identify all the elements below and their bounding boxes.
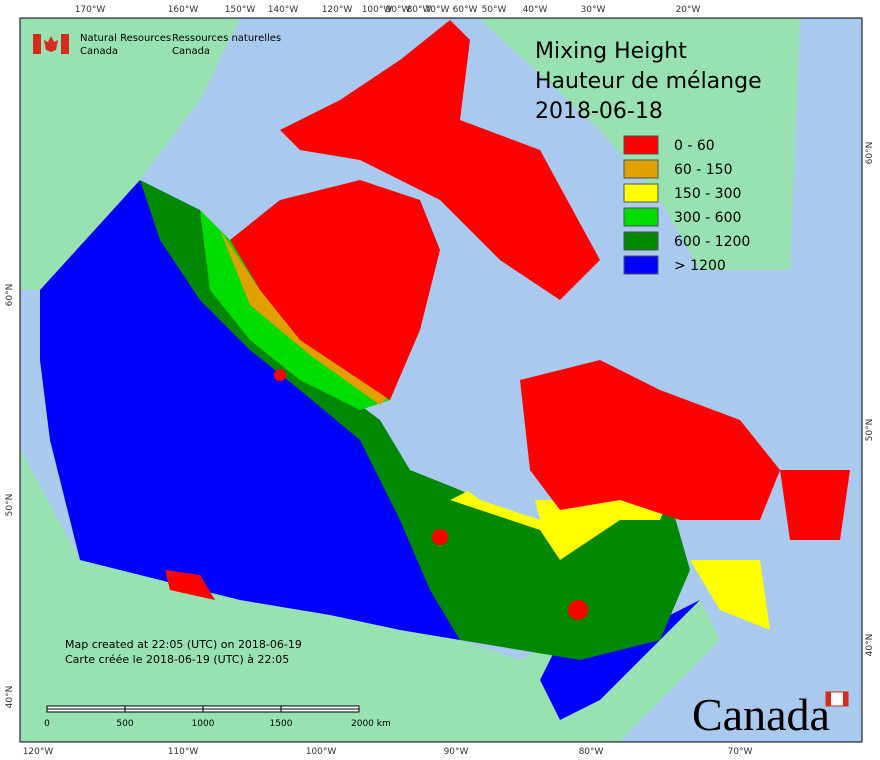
- zone: [274, 369, 286, 381]
- legend-label: 60 - 150: [674, 162, 733, 178]
- scale-segment: [202, 708, 282, 713]
- agency-en: Natural Resources: [80, 33, 171, 44]
- united-states: [21, 450, 720, 741]
- graticule-labels: 170°W 160°W 150°W 140°W 120°W 100°W90°W80°W70…: [5, 5, 875, 757]
- zone: [165, 570, 215, 600]
- zone: [432, 529, 448, 545]
- zone: [230, 180, 440, 400]
- zone: [280, 20, 600, 300]
- footer: Map created at 22:05 (UTC) on 2018-06-19: [65, 638, 302, 651]
- scale-segment: [280, 708, 360, 713]
- longitude-label: 140°W: [268, 5, 299, 15]
- legend-label: > 1200: [674, 258, 726, 274]
- scale-segment: [46, 708, 126, 713]
- legend: 0 - 60 60 - 150 150 - 300 300 - 600 600 - 12…: [623, 135, 750, 275]
- longitude-label: 90°W: [444, 747, 469, 757]
- mixing-zones: [40, 20, 850, 720]
- legend-swatch: [623, 159, 659, 179]
- longitude-label: 90°W: [386, 5, 411, 15]
- zone: [690, 560, 770, 630]
- flag-bar: [826, 692, 831, 706]
- longitude-label: 100°W: [306, 747, 337, 757]
- longitude-label: 70°W: [728, 747, 753, 757]
- wordmark: Canada: [692, 689, 849, 740]
- longitude-label: 80°W: [407, 5, 432, 15]
- scale-label: 2000 km: [351, 719, 391, 729]
- scale-label: 1000: [192, 719, 215, 729]
- legend-swatch: [623, 135, 659, 155]
- scale-label: 0: [44, 719, 50, 729]
- header: Natural Resources Canada Ressources natu…: [33, 33, 281, 57]
- longitude-label: 20°W: [676, 5, 701, 15]
- legend-label: 0 - 60: [674, 138, 715, 154]
- legend-swatch: [623, 231, 659, 251]
- latitude-label: 40°N: [5, 686, 15, 709]
- legend-swatch: [623, 183, 659, 203]
- scale-label: 500: [116, 719, 133, 729]
- legend-label: 600 - 1200: [674, 234, 750, 250]
- scale-label: 1500: [270, 719, 293, 729]
- hudson-bay: [400, 380, 540, 520]
- latitude-label: 60°N: [5, 284, 15, 307]
- footer: Carte créée le 2018-06-19 (UTC) à 22:05: [65, 653, 289, 666]
- longitude-label: 80°W: [579, 747, 604, 757]
- latitude-label: 40°N: [865, 634, 875, 657]
- legend-swatch: [623, 207, 659, 227]
- longitude-label: 160°W: [168, 5, 199, 15]
- longitude-label: 40°W: [523, 5, 548, 15]
- longitude-label: 150°W: [225, 5, 256, 15]
- wordmark-text: Canada: [692, 689, 830, 740]
- agency-fr: Ressources naturelles: [172, 33, 281, 44]
- agency-fr: Canada: [172, 46, 210, 57]
- flag-bar: [843, 692, 848, 706]
- latitude-label: 60°N: [865, 142, 875, 165]
- scale-segment: [124, 708, 204, 713]
- scale-bar: 0 500 1000 1500 2000 km: [44, 705, 391, 729]
- zone: [780, 470, 850, 540]
- longitude-label: 170°W: [75, 5, 106, 15]
- maple-leaf: [44, 36, 58, 52]
- zone: [520, 360, 780, 520]
- longitude-label: 110°W: [168, 747, 199, 757]
- flag-bar: [61, 34, 69, 54]
- flag-bar: [33, 34, 41, 54]
- agency-en: Canada: [80, 46, 118, 57]
- legend-label: 150 - 300: [674, 186, 741, 202]
- alaska: [21, 19, 240, 290]
- legend-label: 300 - 600: [674, 210, 741, 226]
- zone: [40, 180, 460, 640]
- longitude-label: 30°W: [581, 5, 606, 15]
- title: 2018-06-18: [535, 99, 663, 124]
- longitude-label: 120°W: [322, 5, 353, 15]
- longitude-label: 60°W: [453, 5, 478, 15]
- latitude-label: 50°N: [5, 494, 15, 517]
- longitude-label: 50°W: [482, 5, 507, 15]
- zone: [568, 600, 588, 620]
- title: Mixing Height: [535, 39, 687, 64]
- legend-swatch: [623, 255, 659, 275]
- longitude-label: 70°W: [425, 5, 450, 15]
- title: Hauteur de mélange: [535, 69, 762, 94]
- longitude-label: 100°W: [362, 5, 393, 15]
- latitude-label: 50°N: [865, 419, 875, 442]
- longitude-label: 120°W: [23, 747, 54, 757]
